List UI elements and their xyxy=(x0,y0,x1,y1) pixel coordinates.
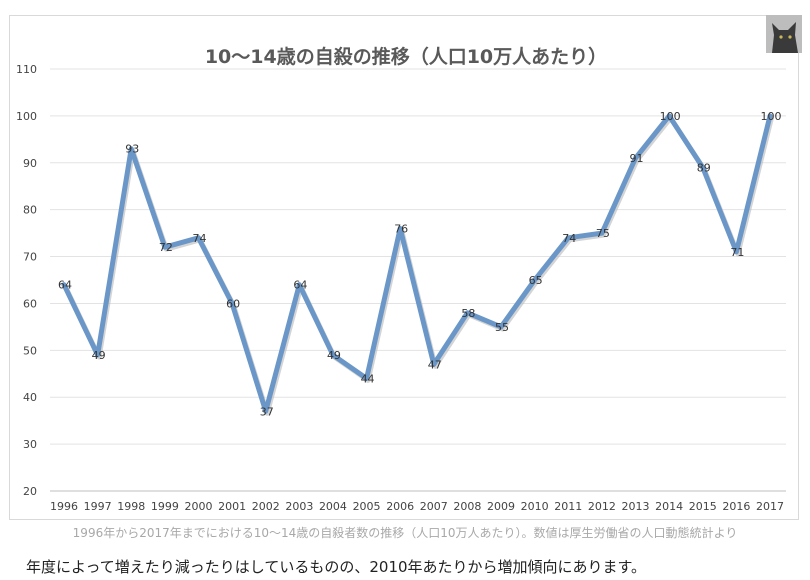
x-axis-ticks: 1996 1997 1998 1999 2000 2001 2002 2003 2004 2005… xyxy=(50,500,784,513)
series-line xyxy=(61,113,774,416)
x-tick-label: 2006 xyxy=(386,500,414,513)
data-label: 65 xyxy=(529,274,543,287)
x-tick-label: 1996 xyxy=(50,500,78,513)
chart-caption: 1996年から2017年までにおける10〜14歳の自殺者数の推移（人口10万人あ… xyxy=(72,526,738,540)
data-label: 89 xyxy=(697,161,711,174)
x-tick-label: 2016 xyxy=(722,500,750,513)
data-label: 93 xyxy=(125,143,139,156)
x-tick-label: 2012 xyxy=(588,500,616,513)
data-label: 64 xyxy=(58,279,72,292)
cat-thumbnail-image xyxy=(766,15,802,53)
chart-title: 10〜14歳の自殺の推移（人口10万人あたり） xyxy=(205,45,607,68)
data-label: 44 xyxy=(361,372,375,385)
data-label: 49 xyxy=(92,349,106,362)
data-label: 74 xyxy=(562,232,576,245)
x-tick-label: 2004 xyxy=(319,500,347,513)
data-label: 47 xyxy=(428,358,442,371)
y-tick-label: 20 xyxy=(23,485,37,498)
data-labels: 64 49 93 72 74 60 37 64 49 44 76 47 58 55 65 74 75 91 100 8… xyxy=(58,110,782,418)
x-tick-label: 2011 xyxy=(554,500,582,513)
x-tick-label: 2017 xyxy=(756,500,784,513)
x-tick-label: 2001 xyxy=(218,500,246,513)
x-tick-label: 1999 xyxy=(151,500,179,513)
y-tick-label: 100 xyxy=(16,110,37,123)
data-label: 91 xyxy=(630,152,644,165)
x-tick-label: 2008 xyxy=(453,500,481,513)
x-tick-label: 2014 xyxy=(655,500,683,513)
line-chart: 10〜14歳の自殺の推移（人口10万人あたり） 20 30 40 50 60 70 80 90… xyxy=(16,45,786,513)
data-label: 55 xyxy=(495,321,509,334)
body-paragraph: 年度によって増えたり減ったりはしているものの、2010年あたりから増加傾向にあり… xyxy=(26,558,647,576)
chart-container: 10〜14歳の自殺の推移（人口10万人あたり） 20 30 40 50 60 70 80 90… xyxy=(9,15,799,520)
grid-lines xyxy=(50,68,786,492)
x-tick-label: 2007 xyxy=(420,500,448,513)
y-tick-label: 70 xyxy=(23,251,37,264)
data-label: 100 xyxy=(660,110,681,123)
data-label: 74 xyxy=(192,232,206,245)
data-label: 64 xyxy=(293,279,307,292)
series-line-path xyxy=(61,113,773,414)
x-tick-label: 2009 xyxy=(487,500,515,513)
data-label: 75 xyxy=(596,227,610,240)
y-tick-label: 50 xyxy=(23,344,37,357)
y-tick-label: 30 xyxy=(23,438,37,451)
x-tick-label: 2002 xyxy=(252,500,280,513)
x-tick-label: 2005 xyxy=(353,500,381,513)
x-tick-label: 2010 xyxy=(521,500,549,513)
data-label: 58 xyxy=(461,307,475,320)
x-tick-label: 1997 xyxy=(84,500,112,513)
y-tick-label: 40 xyxy=(23,391,37,404)
data-label: 76 xyxy=(394,222,408,235)
data-label: 37 xyxy=(260,405,274,418)
y-axis-ticks: 20 30 40 50 60 70 80 90 100 110 xyxy=(16,63,37,498)
x-tick-label: 2000 xyxy=(184,500,212,513)
y-tick-label: 90 xyxy=(23,157,37,170)
y-tick-label: 80 xyxy=(23,204,37,217)
x-tick-label: 1998 xyxy=(117,500,145,513)
series-line-shadow xyxy=(63,115,774,416)
x-tick-label: 2013 xyxy=(622,500,650,513)
data-label: 49 xyxy=(327,349,341,362)
data-label: 60 xyxy=(226,297,240,310)
x-tick-label: 2015 xyxy=(689,500,717,513)
x-tick-label: 2003 xyxy=(285,500,313,513)
y-tick-label: 60 xyxy=(23,297,37,310)
data-label: 72 xyxy=(159,241,173,254)
data-label: 100 xyxy=(761,110,782,123)
data-label: 71 xyxy=(730,246,744,259)
y-tick-label: 110 xyxy=(16,63,37,76)
